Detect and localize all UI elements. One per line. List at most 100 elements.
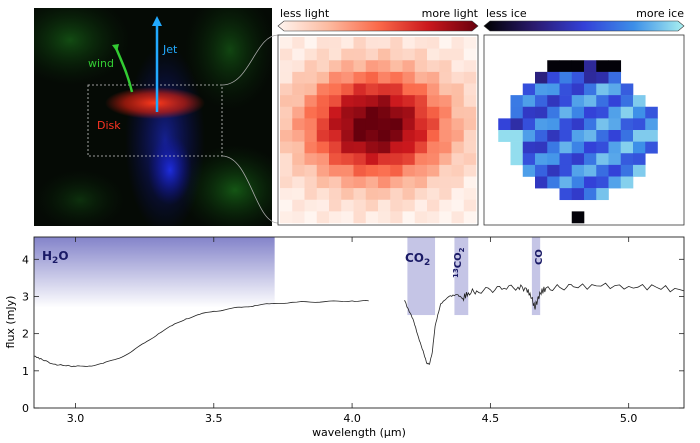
light-map-pixel bbox=[402, 188, 416, 201]
light-map-pixel bbox=[304, 164, 318, 177]
light-map-pixel bbox=[280, 188, 293, 201]
ice-map-pixel bbox=[547, 141, 560, 154]
light-map-pixel bbox=[390, 130, 403, 142]
light-map-pixel bbox=[414, 164, 428, 177]
light-map-pixel bbox=[390, 164, 403, 177]
light-map-pixel bbox=[280, 141, 293, 154]
light-map-pixel bbox=[365, 130, 379, 142]
ice-map-pixel bbox=[522, 83, 536, 96]
light-map-pixel bbox=[304, 176, 318, 189]
light-map-pixel bbox=[341, 153, 354, 166]
plot-frame bbox=[33, 236, 685, 409]
light-map-pixel bbox=[451, 60, 465, 73]
image-panel bbox=[34, 8, 272, 226]
light-map-pixel bbox=[414, 153, 428, 166]
light-map-pixel bbox=[341, 60, 354, 73]
ice-map-pixel bbox=[645, 106, 658, 119]
light-map-pixel bbox=[365, 83, 379, 96]
light-map-pixel bbox=[292, 48, 305, 61]
light-map-pixel bbox=[463, 106, 477, 119]
light-map-pixel bbox=[390, 211, 403, 224]
ice-map-pixel bbox=[559, 118, 573, 131]
light-map-pixel bbox=[316, 118, 330, 131]
light-map-pixel bbox=[439, 83, 452, 96]
light-map-pixel bbox=[451, 176, 465, 189]
ice-map-pixel bbox=[633, 153, 646, 166]
ice-map-pixel bbox=[559, 95, 573, 108]
absorption-bands bbox=[34, 237, 541, 316]
light-map-pixel bbox=[316, 130, 330, 142]
ice-map-pixel bbox=[633, 164, 646, 177]
ice-map-pixel bbox=[620, 141, 634, 154]
light-map-pixel bbox=[316, 48, 330, 61]
ice-map-pixel bbox=[559, 141, 573, 154]
light-map-pixel bbox=[280, 118, 293, 131]
light-map-pixel bbox=[292, 164, 305, 177]
light-map-pixel bbox=[427, 71, 440, 84]
ice-map-pixel bbox=[535, 118, 548, 131]
light-map-pixel bbox=[378, 153, 391, 166]
ice-map-pixel bbox=[596, 60, 609, 73]
light-map-pixel bbox=[402, 48, 416, 61]
light-map-pixel bbox=[427, 130, 440, 142]
band-label-co2: CO2 bbox=[405, 251, 430, 268]
light-map-pixel bbox=[365, 60, 379, 73]
light-map-pixel bbox=[414, 176, 428, 189]
light-map-pixel bbox=[378, 211, 391, 224]
light-map-pixel bbox=[451, 118, 465, 131]
light-map-pixel bbox=[304, 188, 318, 201]
ice-map-pixel bbox=[559, 106, 573, 119]
ice-map-pixel bbox=[535, 164, 548, 177]
light-map-pixel bbox=[378, 60, 391, 73]
light-map-pixel bbox=[427, 83, 440, 96]
ice-map-pixel bbox=[596, 71, 609, 84]
light-map-pixel bbox=[280, 95, 293, 108]
ice-map-pixel bbox=[571, 141, 585, 154]
light-map-pixel bbox=[280, 83, 293, 96]
light-map-pixel bbox=[353, 164, 367, 177]
light-map-pixel bbox=[451, 141, 465, 154]
ice-map-pixel bbox=[571, 176, 585, 189]
x-tick-label: 3.0 bbox=[67, 412, 85, 425]
ice-map-pixel bbox=[608, 95, 622, 108]
light-map-pixel bbox=[304, 48, 318, 61]
spectrum-line bbox=[404, 282, 685, 365]
y-axis-label: flux (mJy) bbox=[4, 296, 17, 349]
light-map-pixel bbox=[280, 60, 293, 73]
light-map-pixel bbox=[414, 95, 428, 108]
light-map-pixel bbox=[414, 141, 428, 154]
wind-label: wind bbox=[88, 57, 114, 70]
zoom-connector-top bbox=[221, 34, 279, 86]
light-map-pixel bbox=[353, 141, 367, 154]
ice-map-pixel bbox=[608, 106, 622, 119]
light-map-pixel bbox=[329, 176, 342, 189]
ice-map-pixel bbox=[510, 130, 524, 142]
x-axis: 3.0 3.5 4.0 4.5 5.0 bbox=[67, 237, 637, 425]
ice-map-pixel bbox=[596, 188, 609, 201]
light-map-pixel bbox=[280, 48, 293, 61]
light-map-pixel bbox=[304, 130, 318, 142]
band-h2o bbox=[34, 237, 275, 308]
ice-map-pixel bbox=[498, 130, 511, 142]
light-map-pixel bbox=[439, 130, 452, 142]
light-map-pixel bbox=[329, 141, 342, 154]
light-map-pixel bbox=[427, 188, 440, 201]
light-map-pixel bbox=[439, 153, 452, 166]
light-map-pixel bbox=[390, 118, 403, 131]
light-map-pixel bbox=[378, 188, 391, 201]
light-map-pixel bbox=[378, 48, 391, 61]
ice-map-pixel bbox=[522, 153, 536, 166]
light-map-pixel bbox=[329, 199, 342, 212]
ice-map-pixel bbox=[522, 130, 536, 142]
ice-map-pixel bbox=[608, 83, 622, 96]
light-map-pixel bbox=[402, 71, 416, 84]
ice-map-pixel bbox=[584, 60, 597, 73]
light-map bbox=[280, 37, 477, 224]
light-map-pixel bbox=[365, 199, 379, 212]
ice-map-pixel bbox=[584, 106, 597, 119]
light-map-pixel bbox=[402, 211, 416, 224]
light-map-pixel bbox=[414, 199, 428, 212]
band-labels: H2O CO2 13CO2 CO bbox=[42, 247, 545, 278]
ice-map-pixel bbox=[571, 211, 585, 224]
light-map-pixel bbox=[280, 71, 293, 84]
